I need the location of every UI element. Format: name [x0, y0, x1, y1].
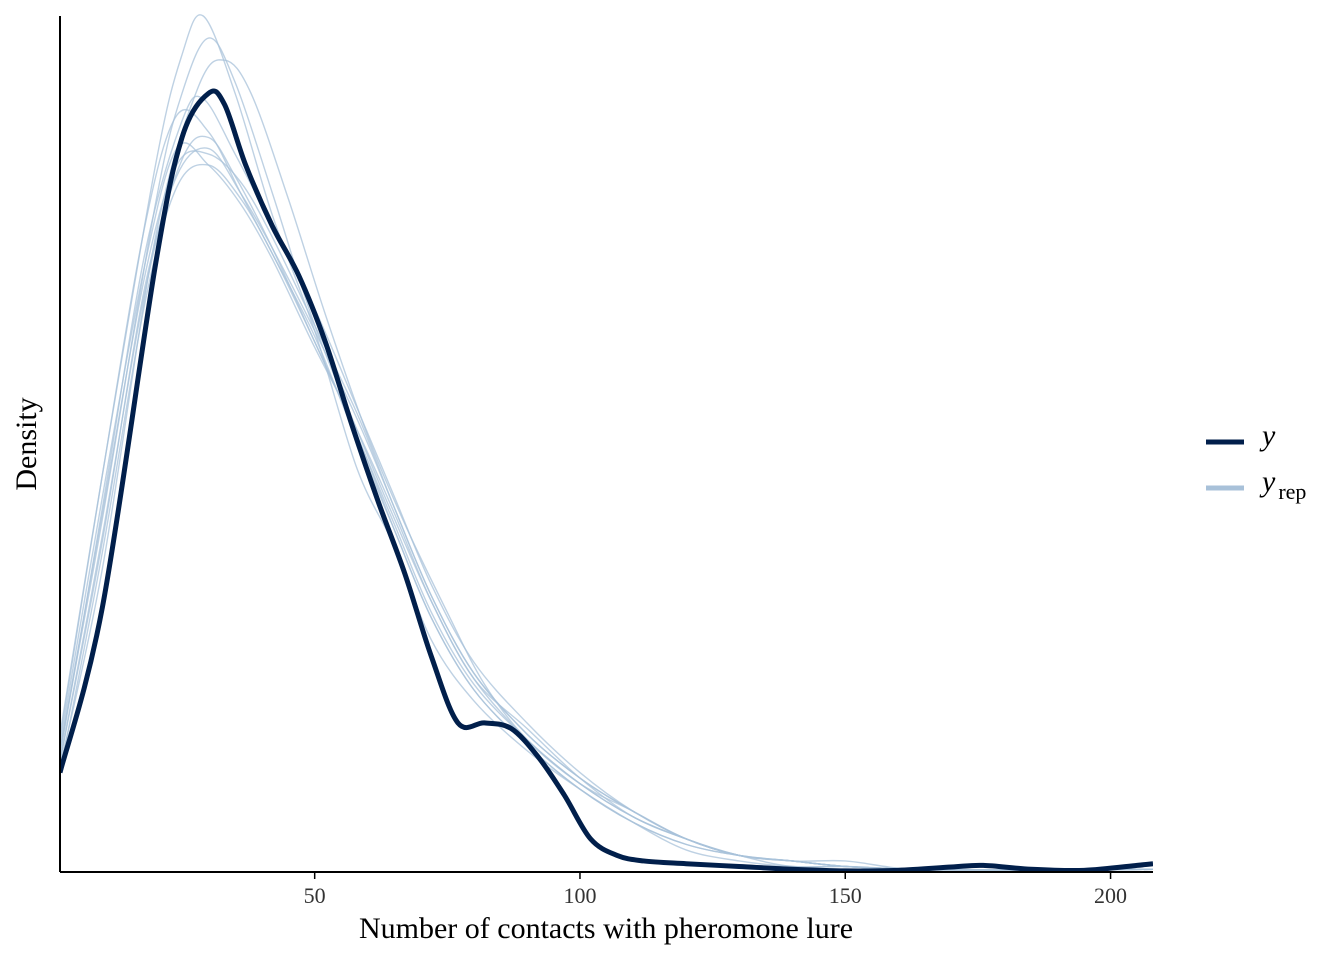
legend-label-y: y [1259, 419, 1276, 452]
x-tick-label-50: 50 [304, 883, 326, 908]
y-axis-title: Density [10, 397, 43, 490]
x-tick-label-200: 200 [1094, 883, 1127, 908]
x-ticks: 50 100 150 200 [304, 872, 1127, 908]
axes [59, 16, 1153, 873]
x-axis-title: Number of contacts with pheromone lure [359, 912, 853, 945]
yrep-density-line-10 [60, 163, 1153, 872]
yrep-density-line-7 [60, 142, 1153, 872]
y-density-line [60, 88, 1153, 872]
plot-area [60, 14, 1153, 872]
yrep-density-line-5 [60, 95, 1153, 872]
yrep-density-line-4 [60, 108, 1153, 872]
yrep-density-line-1 [60, 14, 1153, 872]
yrep-density-line-9 [60, 150, 1153, 872]
yrep-density-line-6 [60, 135, 1153, 872]
legend-label-yrep: y rep [1259, 465, 1306, 504]
legend: y y rep [1206, 419, 1306, 504]
x-tick-label-150: 150 [829, 883, 862, 908]
yrep-density-line-8 [60, 147, 1153, 872]
x-tick-label-100: 100 [563, 883, 596, 908]
